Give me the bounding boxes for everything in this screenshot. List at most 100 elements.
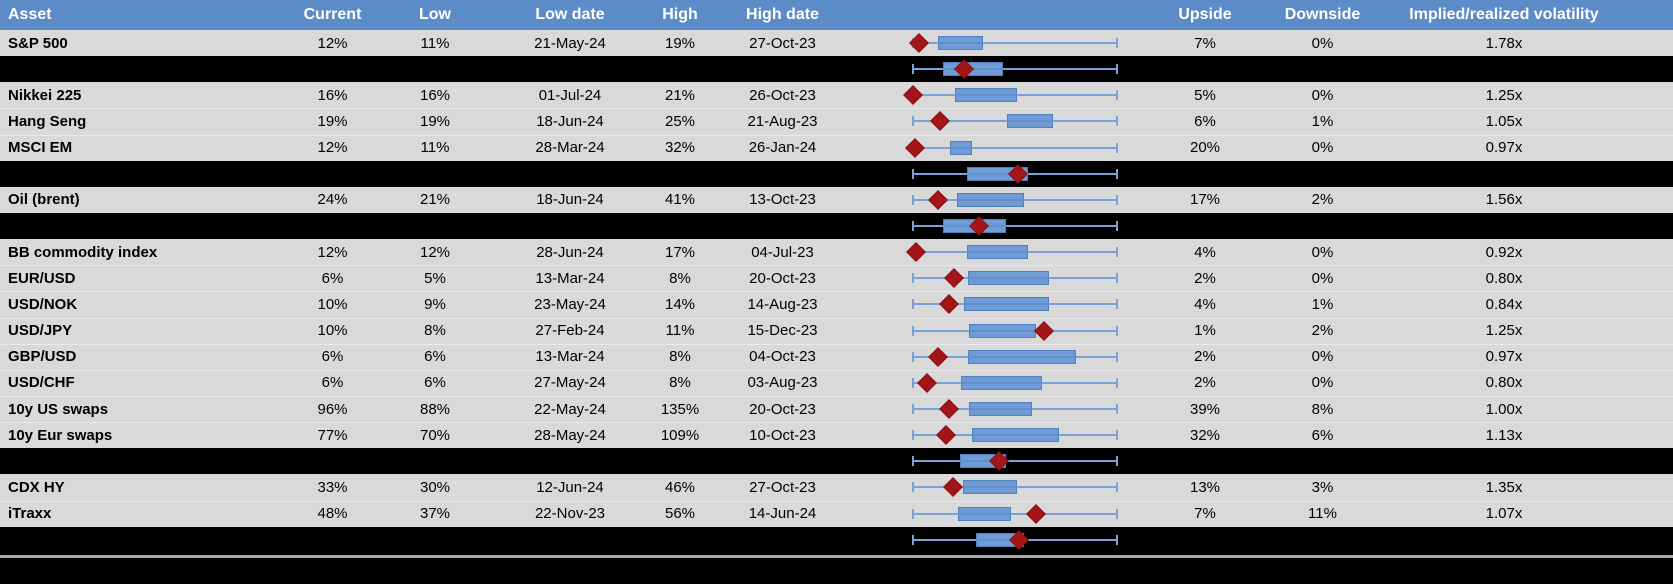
cell-downside: 0%: [1311, 348, 1334, 366]
cell-current: 77%: [317, 426, 348, 444]
cell-implied-realized: 0.84x: [1485, 295, 1523, 313]
whisker-cap-left: [912, 116, 914, 127]
box-median-line: [969, 329, 1036, 332]
whisker-cap-right: [1116, 194, 1118, 205]
cell-low-date: 13-Mar-24: [535, 348, 605, 366]
current-marker-diamond: [942, 477, 963, 498]
cell-range-chart: [855, 396, 1140, 422]
cell-asset: Nikkei 225: [8, 86, 82, 104]
column-header-implied-realized-volatility: Implied/realized volatility: [1409, 6, 1599, 23]
cell-range-chart: [855, 82, 1140, 108]
whisker-cap-left: [912, 456, 914, 467]
cell-range-chart: [855, 370, 1140, 396]
cell-implied-realized: 1.00x: [1485, 400, 1523, 418]
cell-current: 33%: [317, 478, 348, 496]
cell-high: 8%: [669, 374, 691, 392]
cell-high: 32%: [664, 139, 696, 157]
cell-high-date: 13-Oct-23: [749, 191, 816, 209]
cell-range-chart: [855, 527, 1140, 553]
box-median-line: [962, 486, 1018, 489]
whisker-line: [913, 42, 1117, 45]
column-header-upside: Upside: [1178, 6, 1232, 23]
cell-low: 37%: [419, 505, 451, 523]
cell-range-chart: [855, 422, 1140, 448]
cell-low: 11%: [420, 34, 450, 52]
cell-current: 16%: [317, 86, 348, 104]
whisker-cap-left: [912, 194, 914, 205]
whisker-cap-left: [912, 168, 914, 179]
cell-implied-realized: 1.07x: [1485, 505, 1523, 523]
box-median-line: [955, 94, 1017, 97]
whisker-cap-left: [912, 221, 914, 232]
cell-low: 5%: [424, 269, 446, 287]
whisker-cap-left: [912, 404, 914, 415]
cell-high-date: 04-Jul-23: [751, 243, 814, 261]
cell-high: 56%: [664, 505, 696, 523]
cell-high: 14%: [664, 295, 696, 313]
box-median-line: [967, 277, 1050, 280]
cell-high-date: 14-Jun-24: [748, 505, 817, 523]
cell-current: 6%: [321, 374, 344, 392]
whisker-cap-right: [1116, 534, 1118, 545]
table-row: MSCI EM 12% 11% 28-Mar-24 32% 26-Jan-24 …: [0, 134, 1673, 161]
cell-high: 11%: [665, 322, 695, 340]
cell-asset: Oil (brent): [8, 191, 80, 209]
whisker-cap-right: [1116, 142, 1118, 153]
cell-current: 96%: [317, 400, 348, 418]
cell-upside: 6%: [1194, 112, 1216, 130]
box-median-line: [938, 42, 984, 45]
cell-high-date: 10-Oct-23: [749, 426, 816, 444]
whisker-cap-right: [1116, 351, 1118, 362]
cell-current: 10%: [317, 295, 348, 313]
cell-asset: iTraxx: [8, 505, 52, 523]
whisker-cap-left: [912, 534, 914, 545]
current-marker-diamond: [1034, 320, 1054, 341]
box-median-line: [958, 512, 1011, 515]
cell-downside: 0%: [1311, 269, 1334, 287]
column-header-downside: Downside: [1284, 6, 1361, 23]
cell-range-chart: [855, 56, 1140, 82]
cell-low-date: 13-Mar-24: [535, 269, 605, 287]
cell-low: 30%: [419, 478, 451, 496]
current-marker-diamond: [939, 294, 960, 315]
whisker-cap-right: [1116, 90, 1118, 101]
cell-low-date: 12-Jun-24: [536, 478, 604, 496]
box-median-line: [949, 146, 972, 149]
column-header-low: Low: [419, 6, 451, 23]
cell-asset: CDX HY: [8, 478, 65, 496]
whisker-cap-right: [1116, 456, 1118, 467]
cell-current: 6%: [321, 348, 344, 366]
cell-low: 21%: [419, 191, 451, 209]
cell-current: 10%: [317, 322, 348, 340]
cell-downside: 2%: [1311, 322, 1334, 340]
cell-asset: GBP/USD: [8, 348, 77, 366]
current-marker-diamond: [909, 33, 930, 53]
current-marker-diamond: [939, 399, 960, 419]
cell-implied-realized: 0.97x: [1485, 348, 1523, 366]
table-row: 10y US swaps 96% 88% 22-May-24 135% 20-O…: [0, 395, 1673, 423]
cell-high-date: 14-Aug-23: [747, 295, 818, 313]
cell-current: 12%: [317, 34, 348, 52]
box-median-line: [976, 538, 1024, 541]
cell-asset: USD/CHF: [8, 374, 75, 392]
table-row: [0, 56, 1673, 83]
box-median-line: [971, 434, 1060, 437]
whisker-line: [913, 225, 1117, 228]
cell-downside: 0%: [1311, 374, 1334, 392]
whisker-line: [913, 512, 1117, 515]
whisker-cap-right: [1116, 482, 1118, 493]
whisker-cap-left: [912, 64, 914, 75]
cell-asset: EUR/USD: [8, 269, 76, 287]
cell-implied-realized: 1.13x: [1485, 426, 1523, 444]
cell-low-date: 27-Feb-24: [535, 322, 605, 340]
whisker-cap-right: [1116, 221, 1118, 232]
cell-downside: 0%: [1311, 243, 1334, 261]
cell-downside: 1%: [1311, 112, 1334, 130]
cell-range-chart: [855, 187, 1140, 213]
whisker-cap-left: [912, 273, 914, 284]
whisker-cap-right: [1116, 116, 1118, 127]
box-median-line: [960, 381, 1042, 384]
cell-implied-realized: 1.25x: [1485, 322, 1523, 340]
current-marker-diamond: [905, 137, 925, 158]
whisker-cap-right: [1116, 247, 1118, 258]
